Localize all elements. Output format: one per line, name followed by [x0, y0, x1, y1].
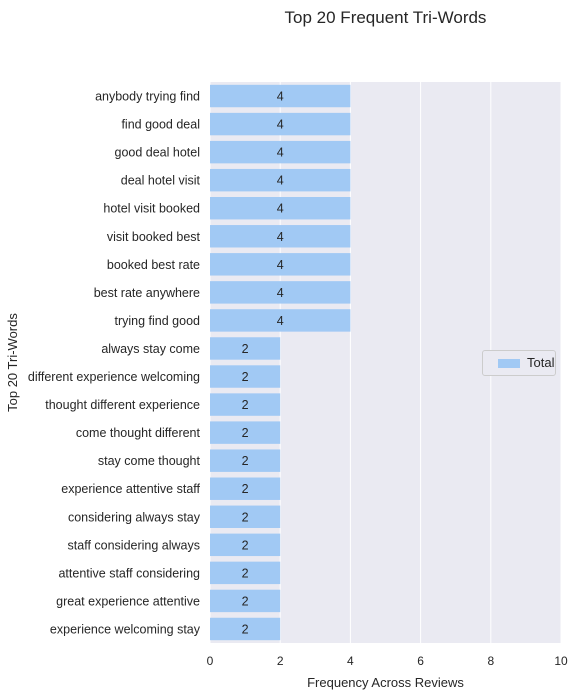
- bar-value-label-13: 2: [242, 454, 249, 468]
- bar-15: [210, 505, 281, 528]
- y-tick-label-14: experience attentive staff: [61, 482, 200, 496]
- bar-value-label-16: 2: [242, 538, 249, 552]
- y-tick-label-18: great experience attentive: [56, 594, 200, 608]
- bar-13: [210, 449, 281, 472]
- y-tick-label-16: staff considering always: [68, 538, 200, 552]
- bar-11: [210, 393, 281, 416]
- legend-label-total: Total: [527, 355, 555, 370]
- bar-value-label-10: 2: [242, 370, 249, 384]
- x-tick-label-2: 4: [347, 654, 354, 668]
- bar-value-label-0: 4: [277, 90, 284, 104]
- y-tick-label-1: find good deal: [121, 118, 200, 132]
- y-tick-label-12: come thought different: [76, 426, 201, 440]
- x-tick-label-3: 6: [417, 654, 424, 668]
- bar-3: [210, 168, 351, 192]
- bar-value-label-12: 2: [242, 426, 249, 440]
- chart-title: Top 20 Frequent Tri-Words: [284, 8, 487, 27]
- bar-value-label-8: 4: [277, 314, 284, 328]
- bar-value-label-3: 4: [277, 174, 284, 188]
- bar-value-label-6: 4: [277, 258, 284, 272]
- x-tick-label-4: 8: [487, 654, 494, 668]
- y-tick-label-7: best rate anywhere: [94, 286, 200, 300]
- y-tick-label-17: attentive staff considering: [58, 566, 200, 580]
- y-tick-label-13: stay come thought: [98, 454, 201, 468]
- bar-value-label-11: 2: [242, 398, 249, 412]
- x-tick-label-5: 10: [554, 654, 568, 668]
- bar-value-label-4: 4: [277, 202, 284, 216]
- y-tick-label-5: visit booked best: [107, 230, 201, 244]
- legend-swatch-total: [498, 359, 520, 368]
- y-tick-label-4: hotel visit booked: [103, 202, 200, 216]
- legend: Total: [482, 350, 556, 376]
- bar-value-label-14: 2: [242, 482, 249, 496]
- bar-value-label-9: 2: [242, 342, 249, 356]
- y-tick-label-11: thought different experience: [45, 398, 200, 412]
- bar-value-label-19: 2: [242, 622, 249, 636]
- bar-5: [210, 225, 351, 248]
- x-axis-title: Frequency Across Reviews: [307, 675, 464, 690]
- bar-4: [210, 197, 351, 220]
- bar-value-label-5: 4: [277, 230, 284, 244]
- bar-1: [210, 112, 351, 136]
- bar-2: [210, 140, 351, 164]
- y-tick-label-0: anybody trying find: [95, 90, 200, 104]
- bar-value-label-1: 4: [277, 118, 284, 132]
- bar-9: [210, 337, 281, 360]
- y-tick-label-8: trying find good: [115, 314, 201, 328]
- bar-12: [210, 421, 281, 444]
- y-tick-label-9: always stay come: [101, 342, 200, 356]
- bar-value-label-18: 2: [242, 594, 249, 608]
- y-tick-label-2: good deal hotel: [115, 146, 201, 160]
- bar-14: [210, 477, 281, 500]
- bar-value-label-15: 2: [242, 510, 249, 524]
- y-tick-label-6: booked best rate: [107, 258, 200, 272]
- bar-value-label-17: 2: [242, 566, 249, 580]
- y-tick-label-3: deal hotel visit: [121, 174, 201, 188]
- x-tick-label-1: 2: [277, 654, 284, 668]
- bar-10: [210, 365, 281, 388]
- y-axis-title: Top 20 Tri-Words: [5, 313, 20, 412]
- bar-6: [210, 253, 351, 276]
- bar-18: [210, 589, 281, 613]
- bar-0: [210, 84, 351, 108]
- y-tick-label-19: experience welcoming stay: [50, 622, 201, 636]
- bar-17: [210, 561, 281, 585]
- bar-7: [210, 281, 351, 304]
- bar-8: [210, 309, 351, 332]
- y-tick-label-10: different experience welcoming: [28, 370, 200, 384]
- x-tick-label-0: 0: [207, 654, 214, 668]
- bar-19: [210, 617, 281, 641]
- bar-16: [210, 533, 281, 557]
- bar-value-label-7: 4: [277, 286, 284, 300]
- y-tick-label-15: considering always stay: [68, 510, 201, 524]
- bar-value-label-2: 4: [277, 146, 284, 160]
